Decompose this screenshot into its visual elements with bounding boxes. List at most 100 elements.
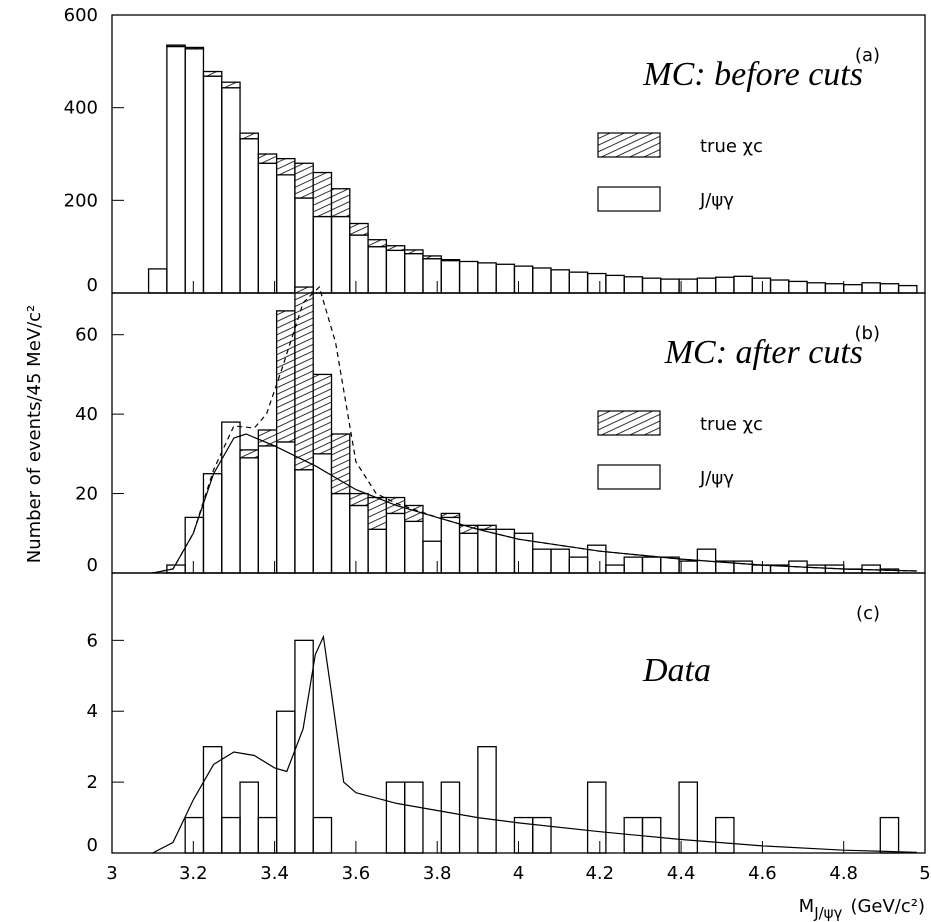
bar — [477, 746, 497, 854]
y-tick-label: 200 — [64, 190, 98, 211]
bar — [202, 75, 223, 294]
hatched-bar — [440, 512, 461, 519]
panel-label: (b) — [855, 323, 880, 344]
bar — [166, 564, 186, 574]
bar — [330, 492, 351, 574]
bar — [605, 564, 625, 574]
hatched-bar — [202, 70, 223, 77]
hatched-bar — [349, 492, 369, 507]
bar — [806, 282, 827, 294]
bar — [221, 87, 241, 294]
panel-title: Data — [642, 652, 711, 689]
panel-frame — [111, 572, 926, 854]
x-tick-label: 3.2 — [179, 863, 208, 884]
bar — [788, 280, 808, 294]
hatched-bar — [404, 504, 424, 523]
panel-title: MC: after cuts — [664, 334, 863, 371]
bar — [586, 272, 607, 294]
hatched-bar — [440, 258, 461, 262]
bar — [733, 275, 753, 294]
bar — [202, 746, 223, 854]
x-tick-label: 5 — [919, 863, 930, 884]
y-tick-label: 2 — [87, 772, 98, 793]
bar — [660, 278, 680, 294]
bar — [275, 174, 296, 294]
bar — [294, 639, 314, 854]
x-tick-label: 4.6 — [748, 863, 777, 884]
x-tick-label: 4 — [513, 863, 524, 884]
bar — [184, 816, 205, 854]
bar — [678, 278, 699, 294]
bar — [239, 138, 259, 294]
bar — [879, 816, 900, 854]
bar — [440, 259, 461, 294]
bar — [239, 781, 259, 854]
bar — [532, 548, 552, 574]
bar — [458, 532, 479, 574]
bar — [294, 469, 314, 574]
legend-swatch — [597, 186, 661, 212]
bar — [568, 556, 589, 574]
bar — [349, 504, 369, 574]
legend-label: J/ψγ — [699, 468, 734, 489]
hatched-bar — [367, 496, 388, 530]
bar — [532, 816, 552, 854]
bar — [824, 283, 845, 294]
bar — [404, 520, 424, 574]
legend-label: true χc — [700, 414, 763, 435]
hatched-bar — [330, 188, 351, 218]
bar — [184, 516, 205, 574]
bar — [550, 269, 570, 294]
bar — [513, 265, 534, 294]
x-tick-label: 4.4 — [667, 863, 696, 884]
legend-label: true χc — [700, 136, 763, 157]
x-axis-label: MJ/ψγ (GeV/c²) — [799, 896, 925, 922]
hatched-bar — [312, 373, 333, 455]
bar — [715, 276, 735, 294]
bar — [367, 528, 388, 574]
hatched-bar — [184, 46, 205, 50]
fit-line — [152, 433, 917, 574]
bar — [184, 48, 205, 294]
x-tick-label: 3.4 — [260, 863, 289, 884]
legend-swatch — [597, 464, 661, 490]
bar — [422, 258, 442, 294]
bar — [404, 781, 424, 854]
bar — [257, 162, 278, 294]
fit-line — [152, 634, 917, 854]
bar — [166, 45, 186, 294]
bar — [495, 263, 516, 294]
hatched-bar — [349, 222, 369, 236]
bar — [660, 556, 680, 574]
bar — [257, 445, 278, 574]
bar — [275, 441, 296, 574]
bar — [385, 512, 406, 574]
bar — [769, 279, 790, 294]
bar — [147, 268, 168, 294]
bar — [440, 516, 461, 574]
hatched-bar — [275, 157, 296, 176]
bar — [458, 260, 479, 294]
legend-swatch — [597, 410, 661, 436]
hatched-bar — [477, 524, 497, 530]
x-label-main: M — [799, 896, 815, 917]
bar — [678, 781, 699, 854]
x-tick-label: 3.8 — [423, 863, 452, 884]
hatched-bar — [312, 171, 333, 218]
bar — [221, 421, 241, 574]
hatched-bar — [166, 44, 186, 48]
bar — [586, 781, 607, 854]
y-tick-label: 6 — [87, 630, 98, 651]
y-tick-label: 0 — [87, 835, 98, 856]
bar — [806, 564, 827, 574]
bar — [751, 564, 772, 574]
bar — [385, 249, 406, 294]
bar — [404, 252, 424, 294]
bar — [843, 284, 863, 294]
hatched-bar — [385, 245, 406, 252]
y-tick-label: 60 — [75, 325, 98, 346]
bar — [477, 528, 497, 574]
bar — [696, 277, 717, 294]
bar — [715, 816, 735, 854]
